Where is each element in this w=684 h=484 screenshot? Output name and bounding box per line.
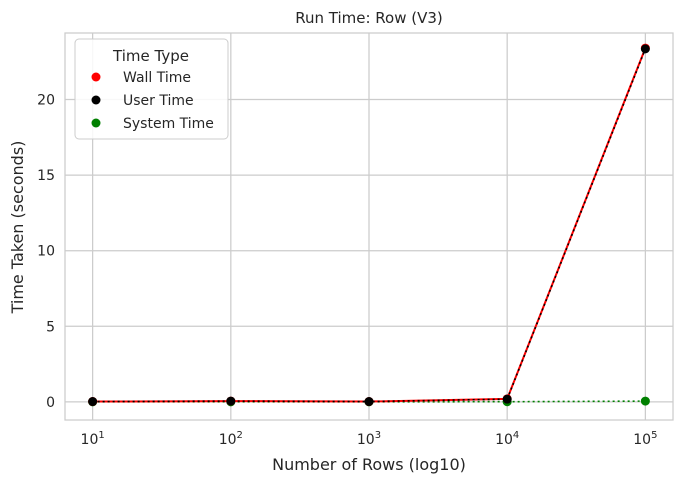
y-tick-label: 20 [37, 93, 55, 109]
legend-items: Wall Time User Time System Time [91, 70, 214, 132]
legend-marker-wall-time [91, 72, 101, 82]
x-axis-label: Number of Rows (log10) [272, 455, 466, 474]
data-point-user-time [226, 396, 236, 406]
legend-marker-system-time [91, 118, 101, 128]
data-point-user-time [640, 44, 650, 54]
legend-title: Time Type [112, 47, 189, 65]
legend: Time Type Wall Time User Time System Time [74, 38, 229, 140]
y-axis-ticks: 0 5 10 15 20 [37, 93, 55, 411]
legend-label-wall-time: Wall Time [123, 70, 191, 86]
y-tick-label: 10 [37, 244, 55, 260]
data-point-system-time [640, 396, 650, 406]
data-point-user-time [364, 397, 374, 407]
chart-title: Run Time: Row (V3) [295, 9, 443, 27]
legend-label-user-time: User Time [123, 93, 194, 109]
legend-label-system-time: System Time [123, 116, 214, 132]
y-tick-label: 5 [46, 319, 55, 335]
legend-marker-user-time [91, 95, 101, 105]
y-tick-label: 15 [37, 168, 55, 184]
x-tick-label: 101 [81, 430, 105, 448]
x-axis-ticks: 101 102 103 104 105 [81, 430, 658, 448]
x-tick-label: 103 [357, 430, 381, 448]
plot-frame [64, 32, 674, 421]
series-layer [88, 43, 650, 407]
legend-box [74, 38, 229, 140]
y-tick-label: 0 [46, 395, 55, 411]
y-axis-label: Time Taken (seconds) [8, 141, 27, 315]
x-tick-label: 102 [219, 430, 243, 448]
data-point-user-time [88, 397, 98, 407]
data-point-user-time [502, 394, 512, 404]
x-tick-label: 105 [633, 430, 657, 448]
x-tick-label: 104 [495, 430, 519, 448]
